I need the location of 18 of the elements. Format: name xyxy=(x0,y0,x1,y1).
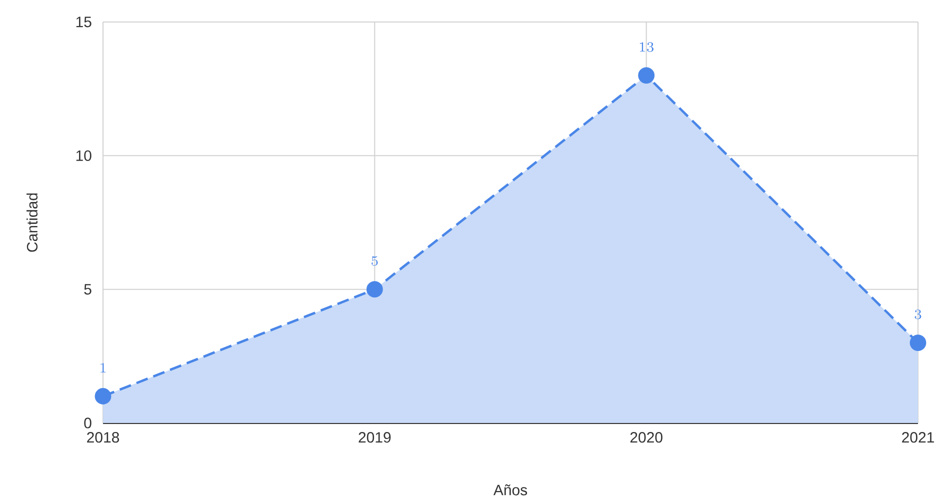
y-tick-label: 0 xyxy=(84,418,92,428)
data-label: 13 xyxy=(640,42,654,52)
point xyxy=(366,281,383,298)
data-label: 3 xyxy=(914,310,922,320)
y-axis-title: Cantidad xyxy=(26,193,38,252)
point xyxy=(638,67,655,84)
point xyxy=(910,334,926,351)
data-label: 5 xyxy=(372,256,378,266)
x-axis-title: Años xyxy=(493,484,528,496)
data-label: 1 xyxy=(100,363,106,372)
x-tick-label: 2019 xyxy=(358,432,391,443)
point xyxy=(94,388,112,404)
x-tick-label: 2018 xyxy=(87,432,120,443)
y-tick-label: 15 xyxy=(76,16,92,28)
y-tick-label: 5 xyxy=(84,284,92,295)
x-tick-label: 2021 xyxy=(902,432,934,443)
x-tick-label: 2020 xyxy=(630,432,662,443)
y-tick-label: 10 xyxy=(76,150,92,161)
